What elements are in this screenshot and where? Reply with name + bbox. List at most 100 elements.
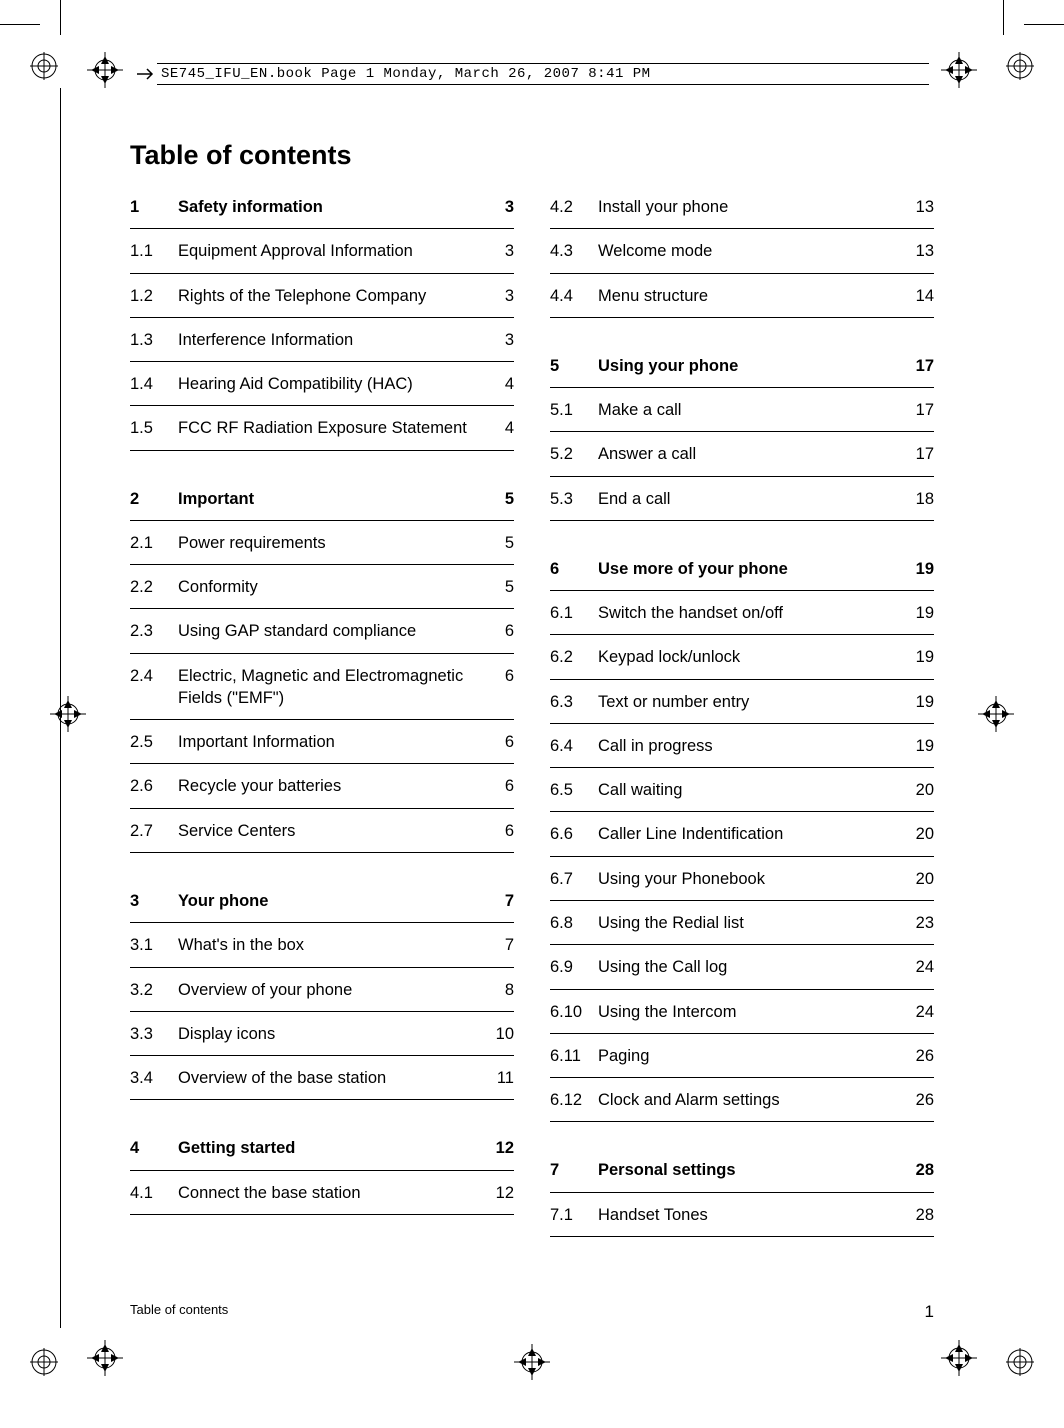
toc-entry-number: 2.2: [130, 576, 178, 598]
toc-entry-number: 2.1: [130, 532, 178, 554]
toc-entry: 6.10Using the Intercom24: [550, 990, 934, 1034]
toc-entry-page: 12: [484, 1137, 514, 1159]
toc-entry-page: 6: [484, 775, 514, 797]
toc-entry-label: Getting started: [178, 1137, 484, 1159]
toc-entry-number: 1.1: [130, 240, 178, 262]
toc-entry-label: Connect the base station: [178, 1182, 484, 1204]
toc-entry-page: 7: [484, 890, 514, 912]
toc-entry-number: 2.7: [130, 820, 178, 842]
toc-entry-number: 4.1: [130, 1182, 178, 1204]
toc-entry-number: 6.12: [550, 1089, 598, 1111]
toc-entry: 2.2Conformity5: [130, 565, 514, 609]
crosshair-mark-icon: [87, 1340, 123, 1376]
book-arrow-icon: [135, 63, 157, 85]
toc-entry-number: 6.9: [550, 956, 598, 978]
toc-entry-label: Using the Call log: [598, 956, 904, 978]
toc-entry: 2.4Electric, Magnetic and Electromagneti…: [130, 654, 514, 721]
toc-entry: 6.1Switch the handset on/off19: [550, 591, 934, 635]
toc-entry-page: 19: [904, 735, 934, 757]
crosshair-mark-icon: [978, 696, 1014, 732]
toc-entry-number: 6.5: [550, 779, 598, 801]
toc-entry: 6.8Using the Redial list23: [550, 901, 934, 945]
toc-entry-page: 23: [904, 912, 934, 934]
toc-column-right: 4.2Install your phone134.3Welcome mode13…: [550, 185, 934, 1237]
toc-entry-number: 3.2: [130, 979, 178, 1001]
toc-entry-label: Electric, Magnetic and Electromagnetic F…: [178, 665, 484, 710]
crosshair-mark-icon: [87, 52, 123, 88]
toc-entry-number: 6.2: [550, 646, 598, 668]
registration-mark-icon: [30, 52, 58, 80]
crosshair-mark-icon: [941, 1340, 977, 1376]
toc-entry-number: 1.4: [130, 373, 178, 395]
toc-entry-label: Conformity: [178, 576, 484, 598]
toc-entry: 3.2Overview of your phone8: [130, 968, 514, 1012]
toc-entry-page: 20: [904, 779, 934, 801]
toc-entry-page: 17: [904, 443, 934, 465]
crop-line: [1003, 0, 1004, 35]
toc-entry-label: Rights of the Telephone Company: [178, 285, 484, 307]
toc-entry-page: 19: [904, 558, 934, 580]
toc-entry-page: 13: [904, 240, 934, 262]
toc-entry: 5.2Answer a call17: [550, 432, 934, 476]
registration-mark-icon: [1006, 1348, 1034, 1376]
toc-entry: 3.4Overview of the base station11: [130, 1056, 514, 1100]
toc-entry-page: 12: [484, 1182, 514, 1204]
toc-entry-number: 4.2: [550, 196, 598, 218]
toc-entry-label: Overview of the base station: [178, 1067, 484, 1089]
toc-entry-page: 5: [484, 488, 514, 510]
toc-entry-label: Interference Information: [178, 329, 484, 351]
toc-entry-page: 6: [484, 620, 514, 642]
toc-entry: 1.3Interference Information3: [130, 318, 514, 362]
toc-title: Table of contents: [130, 140, 934, 171]
toc-entry-label: Power requirements: [178, 532, 484, 554]
toc-entry: 4Getting started12: [130, 1126, 514, 1170]
toc-entry-number: 3.3: [130, 1023, 178, 1045]
toc-entry-number: 1.3: [130, 329, 178, 351]
toc-entry-label: Hearing Aid Compatibility (HAC): [178, 373, 484, 395]
toc-column-left: 1Safety information31.1Equipment Approva…: [130, 185, 514, 1237]
toc-entry-label: Handset Tones: [598, 1204, 904, 1226]
toc-entry-label: Clock and Alarm settings: [598, 1089, 904, 1111]
toc-entry-page: 4: [484, 373, 514, 395]
toc-entry-number: 6.10: [550, 1001, 598, 1023]
registration-mark-icon: [30, 1348, 58, 1376]
footer-page-number: 1: [925, 1302, 934, 1322]
toc-entry-page: 11: [484, 1067, 514, 1089]
toc-entry-page: 4: [484, 417, 514, 439]
toc-entry-number: 2.6: [130, 775, 178, 797]
registration-mark-icon: [1006, 52, 1034, 80]
crosshair-mark-icon: [514, 1344, 550, 1380]
toc-entry-page: 14: [904, 285, 934, 307]
toc-entry-page: 5: [484, 576, 514, 598]
toc-entry: 4.3Welcome mode13: [550, 229, 934, 273]
toc-entry-label: Your phone: [178, 890, 484, 912]
toc-entry-page: 5: [484, 532, 514, 554]
toc-entry-page: 6: [484, 665, 514, 687]
toc-entry-label: Text or number entry: [598, 691, 904, 713]
toc-entry-label: Using your Phonebook: [598, 868, 904, 890]
toc-entry: 5Using your phone17: [550, 344, 934, 388]
toc-entry-label: Recycle your batteries: [178, 775, 484, 797]
toc-entry-number: 6.3: [550, 691, 598, 713]
toc-entry-page: 3: [484, 285, 514, 307]
toc-entry-page: 3: [484, 196, 514, 218]
toc-entry-number: 1.2: [130, 285, 178, 307]
toc-entry-label: Answer a call: [598, 443, 904, 465]
toc-entry: 2.3Using GAP standard compliance6: [130, 609, 514, 653]
toc-entry-number: 3.1: [130, 934, 178, 956]
toc-entry-page: 13: [904, 196, 934, 218]
toc-entry: 6.12Clock and Alarm settings26: [550, 1078, 934, 1122]
toc-entry: 6.5Call waiting20: [550, 768, 934, 812]
toc-entry: 1.1Equipment Approval Information3: [130, 229, 514, 273]
toc-entry: 1.4Hearing Aid Compatibility (HAC)4: [130, 362, 514, 406]
toc-entry-label: Paging: [598, 1045, 904, 1067]
footer-label: Table of contents: [130, 1302, 228, 1322]
toc-entry-page: 24: [904, 1001, 934, 1023]
page-body: Table of contents 1Safety information31.…: [130, 140, 934, 1237]
toc-entry: 3.3Display icons10: [130, 1012, 514, 1056]
toc-entry-page: 26: [904, 1089, 934, 1111]
toc-entry-label: Using the Redial list: [598, 912, 904, 934]
toc-entry-page: 28: [904, 1159, 934, 1181]
toc-entry-label: Display icons: [178, 1023, 484, 1045]
toc-entry-number: 5.3: [550, 488, 598, 510]
